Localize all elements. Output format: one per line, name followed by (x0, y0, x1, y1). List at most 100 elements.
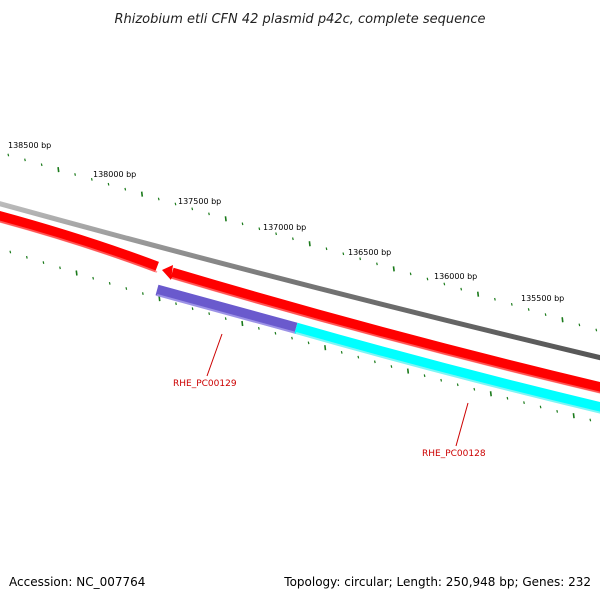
minor-tick (59, 266, 61, 270)
cds-arrow-right[interactable] (170, 267, 600, 394)
major-tick (140, 191, 144, 197)
map-title: Rhizobium etli CFN 42 plasmid p42c, comp… (114, 12, 485, 27)
gene-rhe-pc00128-highlight (295, 332, 600, 414)
minor-tick (494, 297, 496, 301)
minor-tick (107, 182, 110, 186)
minor-tick (357, 355, 360, 359)
major-tick (392, 266, 395, 272)
topology-summary-text: Topology: circular; Length: 250,948 bp; … (283, 575, 591, 589)
minor-tick (125, 287, 128, 290)
gene-label-rhe-pc00129[interactable]: RHE_PC00129 (173, 379, 237, 389)
minor-tick (175, 302, 177, 306)
minor-tick (544, 313, 547, 316)
major-tick (572, 413, 575, 419)
minor-tick (325, 247, 328, 251)
major-tick (476, 291, 480, 297)
minor-tick (275, 232, 277, 236)
minor-tick (556, 409, 559, 413)
gene-label-connector (206, 333, 223, 377)
minor-tick (595, 328, 598, 332)
minor-tick (390, 365, 393, 368)
tick-label: 136500 bp (348, 248, 391, 257)
minor-tick (426, 277, 429, 281)
minor-tick (456, 383, 459, 387)
minor-tick (578, 323, 581, 327)
minor-tick (258, 227, 261, 231)
minor-tick (506, 396, 509, 400)
gene-label-rhe-pc00128[interactable]: RHE_PC00128 (422, 449, 486, 459)
minor-tick (191, 307, 194, 311)
minor-tick (25, 255, 28, 259)
outer-tick-marks (7, 153, 598, 332)
minor-tick (90, 177, 93, 181)
major-tick (308, 241, 311, 247)
minor-tick (423, 374, 426, 378)
minor-tick (141, 292, 144, 295)
minor-tick (527, 308, 530, 311)
minor-tick (539, 405, 542, 409)
gene-label-connector (455, 402, 469, 447)
minor-tick (92, 276, 95, 280)
minor-tick (224, 317, 227, 320)
minor-tick (510, 302, 513, 306)
tick-label: 137500 bp (178, 197, 221, 206)
backbone-line (0, 201, 600, 361)
gene-rhe-pc00128[interactable] (294, 322, 600, 414)
minor-tick (174, 202, 177, 206)
minor-tick (373, 360, 376, 364)
minor-tick (523, 401, 525, 405)
minor-tick (208, 212, 210, 216)
minor-tick (409, 272, 412, 276)
minor-tick (40, 163, 43, 167)
major-tick (324, 345, 327, 351)
tick-labels: 138500 bp 138000 bp 137500 bp 137000 bp … (8, 141, 564, 303)
tick-label: 135500 bp (521, 294, 564, 303)
inner-tick-marks (9, 250, 592, 422)
gene-rhe-pc00129[interactable] (155, 284, 298, 334)
cds-arrowhead (162, 265, 173, 280)
minor-tick (443, 282, 446, 286)
minor-tick (473, 387, 476, 391)
minor-tick (257, 327, 260, 330)
minor-tick (191, 207, 194, 211)
cds-arrow-left-highlight (0, 220, 158, 273)
minor-tick (42, 261, 45, 264)
minor-tick (74, 173, 76, 176)
tick-label: 138500 bp (8, 141, 51, 150)
minor-tick (460, 287, 463, 291)
cds-arrow-left[interactable] (0, 211, 159, 273)
tick-label: 138000 bp (93, 170, 136, 179)
accession-text: Accession: NC_007764 (9, 575, 145, 589)
minor-tick (124, 187, 127, 191)
major-tick (406, 368, 410, 374)
minor-tick (340, 351, 343, 354)
gene-rhe-pc00129-highlight (156, 294, 297, 334)
major-tick (75, 270, 78, 276)
minor-tick (24, 158, 26, 162)
minor-tick (359, 257, 362, 261)
tick-label: 137000 bp (263, 223, 306, 232)
major-tick (561, 317, 564, 323)
minor-tick (342, 252, 345, 256)
minor-tick (108, 281, 111, 285)
tick-label: 136000 bp (434, 272, 477, 281)
major-tick (158, 296, 161, 302)
minor-tick (157, 197, 160, 201)
minor-tick (208, 312, 211, 316)
major-tick (241, 320, 244, 327)
minor-tick (241, 222, 244, 226)
minor-tick (7, 153, 10, 157)
minor-tick (291, 336, 293, 340)
major-tick (57, 167, 60, 173)
cds-arrow-right-highlight (171, 277, 600, 394)
minor-tick (307, 341, 310, 345)
major-tick (224, 216, 227, 222)
minor-tick (589, 418, 592, 422)
major-tick (489, 391, 492, 397)
minor-tick (440, 378, 443, 382)
minor-tick (274, 331, 277, 335)
minor-tick (9, 250, 12, 254)
minor-tick (376, 262, 378, 266)
minor-tick (292, 237, 294, 241)
